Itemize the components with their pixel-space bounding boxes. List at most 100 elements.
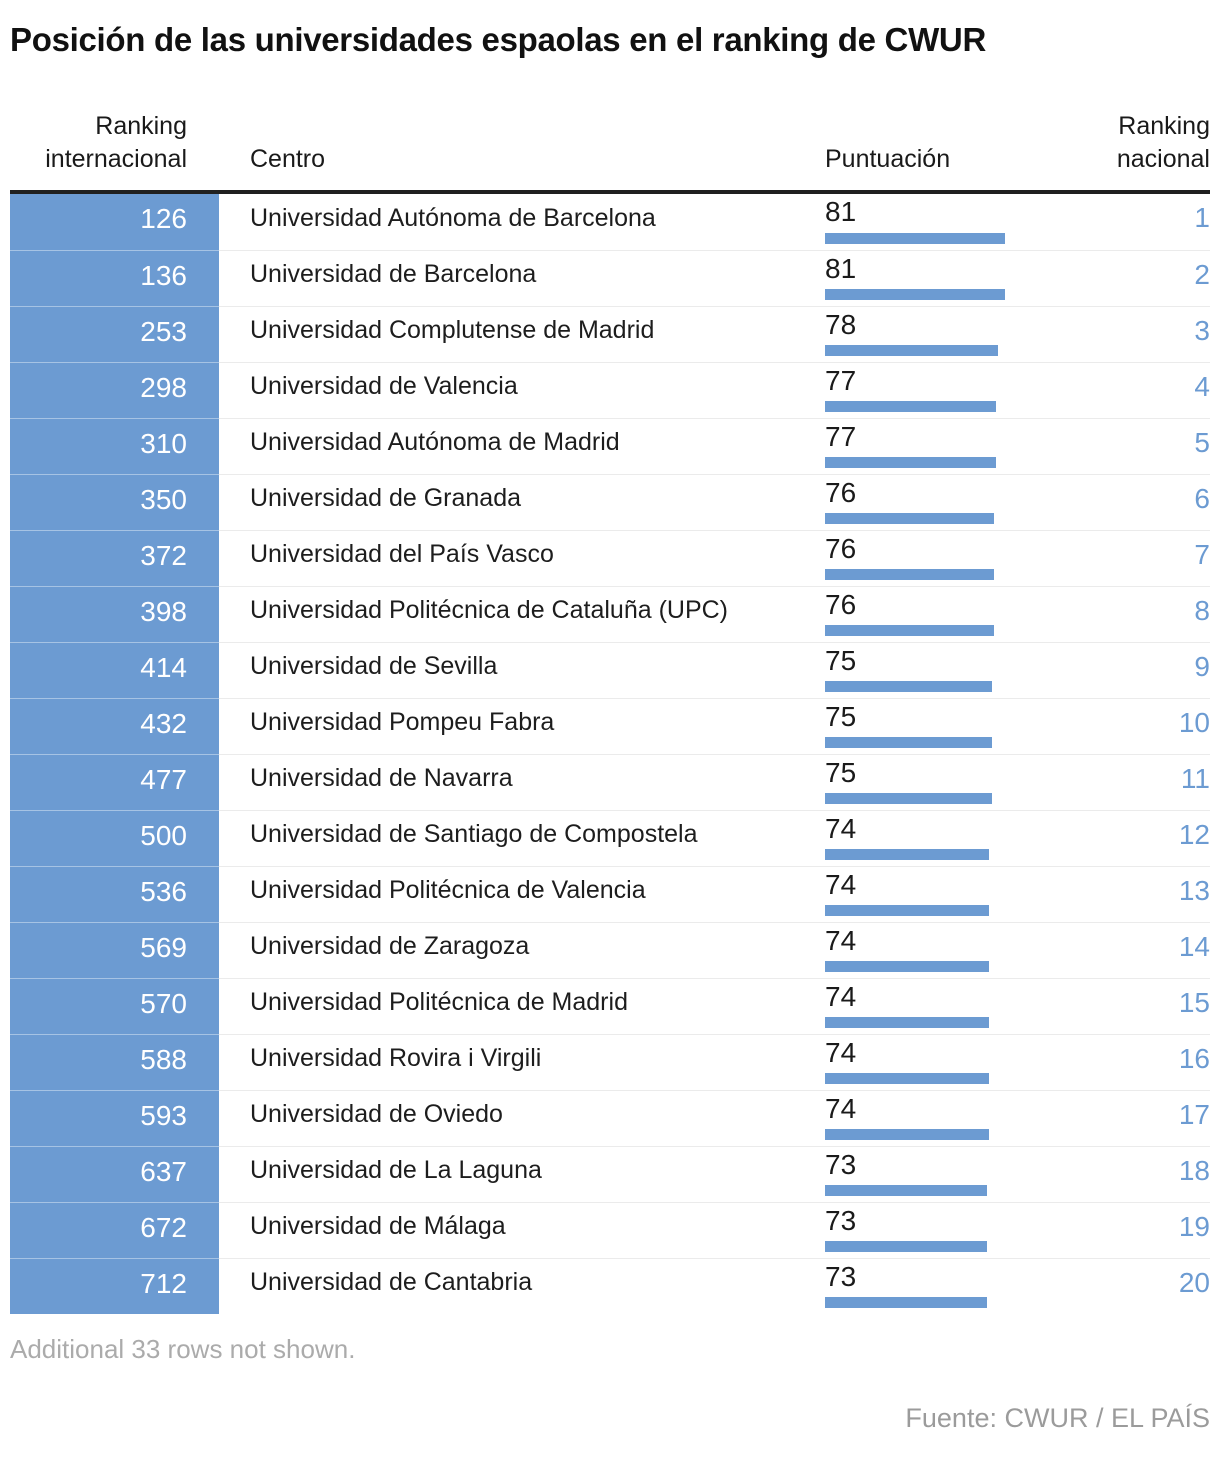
table-row: 477 Universidad de Navarra 75 11 (10, 754, 1210, 810)
table-row: 298 Universidad de Valencia 77 4 (10, 362, 1210, 418)
puntuacion-cell: 78 (825, 306, 1048, 362)
puntuacion-value: 75 (825, 645, 857, 676)
puntuacion-value: 78 (825, 309, 857, 340)
table-row: 414 Universidad de Sevilla 75 9 (10, 642, 1210, 698)
puntuacion-cell: 76 (825, 586, 1048, 642)
table-row: 712 Universidad de Cantabria 73 20 (10, 1258, 1210, 1314)
puntuacion-value: 76 (825, 477, 857, 508)
puntuacion-value: 75 (825, 701, 857, 732)
table-row: 126 Universidad Autónoma de Barcelona 81 1 (10, 194, 1210, 250)
table-header-row: Ranking internacional Centro Puntuación … (10, 110, 1210, 194)
puntuacion-cell: 81 (825, 194, 1048, 250)
puntuacion-value: 77 (825, 421, 857, 452)
table-row: 570 Universidad Politécnica de Madrid 74 15 (10, 978, 1210, 1034)
puntuacion-bar (825, 569, 994, 580)
puntuacion-cell: 74 (825, 810, 1048, 866)
puntuacion-value: 76 (825, 589, 857, 620)
puntuacion-bar (825, 737, 992, 748)
ranking-nacional-cell: 14 (1048, 922, 1210, 978)
ranking-nacional-cell: 19 (1048, 1202, 1210, 1258)
centro-cell: Universidad de Oviedo (219, 1090, 825, 1146)
column-header-ranking-nacional: Ranking nacional (1116, 112, 1210, 173)
ranking-internacional-cell: 569 (10, 922, 219, 978)
centro-cell: Universidad Politécnica de Valencia (219, 866, 825, 922)
puntuacion-bar (825, 1129, 990, 1140)
table-row: 350 Universidad de Granada 76 6 (10, 474, 1210, 530)
ranking-nacional-cell: 18 (1048, 1146, 1210, 1202)
ranking-nacional-cell: 12 (1048, 810, 1210, 866)
table-row: 569 Universidad de Zaragoza 74 14 (10, 922, 1210, 978)
ranking-internacional-cell: 126 (10, 194, 219, 250)
ranking-nacional-cell: 1 (1194, 202, 1210, 233)
puntuacion-bar (825, 457, 996, 468)
puntuacion-value: 73 (825, 1149, 857, 1180)
centro-cell: Universidad Autónoma de Barcelona (250, 203, 656, 232)
puntuacion-bar (825, 513, 994, 524)
ranking-internacional-cell: 570 (10, 978, 219, 1034)
ranking-internacional-cell: 500 (10, 810, 219, 866)
chart-title: Posición de las universidades espaolas e… (10, 21, 986, 58)
centro-cell: Universidad Complutense de Madrid (219, 306, 825, 362)
table-row: 253 Universidad Complutense de Madrid 78 3 (10, 306, 1210, 362)
ranking-nacional-cell: 5 (1048, 418, 1210, 474)
puntuacion-bar (825, 1073, 990, 1084)
puntuacion-cell: 74 (825, 866, 1048, 922)
ranking-internacional-cell: 350 (10, 474, 219, 530)
ranking-internacional-cell: 477 (10, 754, 219, 810)
centro-cell: Universidad de Barcelona (219, 250, 825, 306)
puntuacion-cell: 75 (825, 754, 1048, 810)
puntuacion-value: 73 (825, 1205, 857, 1236)
table-row: 593 Universidad de Oviedo 74 17 (10, 1090, 1210, 1146)
ranking-internacional-cell: 637 (10, 1146, 219, 1202)
puntuacion-value: 74 (825, 981, 857, 1012)
puntuacion-value: 74 (825, 813, 857, 844)
centro-cell: Universidad de Valencia (219, 362, 825, 418)
table-row: 372 Universidad del País Vasco 76 7 (10, 530, 1210, 586)
puntuacion-value: 81 (825, 253, 857, 284)
table-row: 637 Universidad de La Laguna 73 18 (10, 1146, 1210, 1202)
puntuacion-cell: 81 (825, 250, 1048, 306)
puntuacion-value: 75 (825, 757, 857, 788)
puntuacion-cell: 75 (825, 642, 1048, 698)
puntuacion-bar (825, 289, 1005, 300)
puntuacion-cell: 73 (825, 1146, 1048, 1202)
ranking-internacional-cell: 712 (10, 1258, 219, 1314)
centro-cell: Universidad Politécnica de Cataluña (UPC… (219, 586, 825, 642)
centro-cell: Universidad Politécnica de Madrid (219, 978, 825, 1034)
column-header-ranking-internacional: Ranking internacional (45, 112, 187, 173)
column-header-puntuacion: Puntuación (825, 145, 951, 173)
puntuacion-value: 76 (825, 533, 857, 564)
centro-cell: Universidad de Santiago de Compostela (219, 810, 825, 866)
puntuacion-bar (825, 1241, 988, 1252)
centro-cell: Universidad de La Laguna (219, 1146, 825, 1202)
centro-cell: Universidad de Granada (219, 474, 825, 530)
ranking-nacional-cell: 11 (1048, 754, 1210, 810)
table-row: 536 Universidad Politécnica de Valencia 74… (10, 866, 1210, 922)
ranking-internacional-cell: 588 (10, 1034, 219, 1090)
table-row: 136 Universidad de Barcelona 81 2 (10, 250, 1210, 306)
table-row: 398 Universidad Politécnica de Cataluña (… (10, 586, 1210, 642)
ranking-nacional-cell: 17 (1048, 1090, 1210, 1146)
ranking-nacional-cell: 7 (1048, 530, 1210, 586)
puntuacion-bar (825, 1297, 988, 1308)
puntuacion-cell: 73 (825, 1202, 1048, 1258)
puntuacion-bar (825, 849, 990, 860)
puntuacion-bar (825, 793, 992, 804)
puntuacion-value: 73 (825, 1261, 857, 1292)
puntuacion-bar (825, 401, 996, 412)
table-row: 310 Universidad Autónoma de Madrid 77 5 (10, 418, 1210, 474)
footnote: Additional 33 rows not shown. (10, 1334, 356, 1364)
puntuacion-cell: 75 (825, 698, 1048, 754)
ranking-nacional-cell: 9 (1048, 642, 1210, 698)
centro-cell: Universidad Autónoma de Madrid (219, 418, 825, 474)
ranking-nacional-cell: 6 (1048, 474, 1210, 530)
puntuacion-bar (825, 1017, 990, 1028)
ranking-nacional-cell: 2 (1048, 250, 1210, 306)
puntuacion-value: 74 (825, 869, 857, 900)
ranking-internacional-cell: 253 (10, 306, 219, 362)
ranking-internacional-cell: 672 (10, 1202, 219, 1258)
puntuacion-cell: 74 (825, 922, 1048, 978)
ranking-nacional-cell: 13 (1048, 866, 1210, 922)
ranking-nacional-cell: 3 (1048, 306, 1210, 362)
table-body: 126 Universidad Autónoma de Barcelona 81 1 1… (10, 194, 1210, 1314)
